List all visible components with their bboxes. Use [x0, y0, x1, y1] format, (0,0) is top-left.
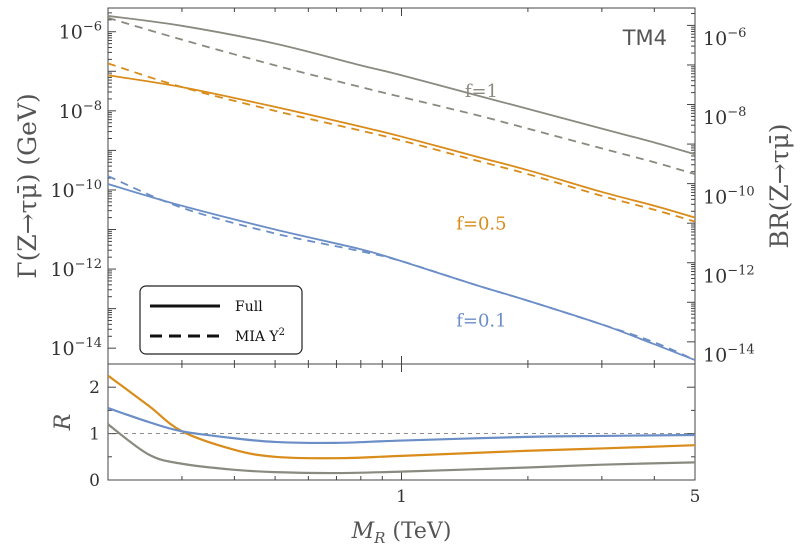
y-right-tick-label: 10−14: [703, 343, 755, 367]
r-axis-title: R: [51, 414, 76, 432]
ratio-line-f-0-5: [108, 374, 695, 460]
panel-annotation: TM4: [622, 26, 667, 50]
y-left-axis-title: Γ(Z→τμ̄) (GeV): [13, 93, 42, 279]
y-left-tick-label: 10−12: [50, 257, 102, 281]
ratio-line-f-0-1: [108, 407, 695, 445]
curve-label: f=0.5: [456, 214, 506, 235]
bottom-panel-frame: [107, 363, 696, 481]
r-tick-label: 0: [89, 471, 100, 491]
curve-label: f=1: [465, 81, 498, 102]
y-right-tick-label: 10−12: [703, 263, 755, 287]
x-tick-label: 1: [396, 487, 407, 507]
y-left-tick-label: 10−8: [59, 99, 102, 123]
series-line-f-1-mia-y-2: [108, 17, 695, 175]
series-line-f-0-1-mia-y-2: [108, 175, 695, 361]
legend-label: MIA Y2: [235, 327, 285, 345]
curve-label: f=0.1: [456, 310, 506, 331]
r-tick-label: 2: [89, 378, 100, 398]
y-left-tick-label: 10−10: [50, 178, 102, 202]
legend-label: Full: [235, 299, 263, 315]
series-line-f-1-full: [108, 15, 695, 156]
ratio-line-f-1: [108, 423, 695, 475]
y-left-tick-label: 10−6: [59, 20, 102, 44]
r-tick-label: 1: [89, 425, 100, 445]
legend: Full MIA Y2: [139, 285, 303, 355]
series-line-f-0-5-mia-y-2: [108, 62, 695, 223]
y-right-axis-title: BR(Z→τμ̄): [765, 123, 794, 248]
y-right-tick-label: 10−10: [703, 184, 755, 208]
y-left-tick-label: 10−14: [50, 336, 102, 360]
y-right-tick-label: 10−6: [703, 26, 746, 50]
series-line-f-0-5-full: [108, 74, 695, 219]
x-tick-label: 5: [690, 487, 701, 507]
y-right-tick-label: 10−8: [703, 105, 746, 129]
x-axis-title: MR (TeV): [351, 519, 452, 547]
